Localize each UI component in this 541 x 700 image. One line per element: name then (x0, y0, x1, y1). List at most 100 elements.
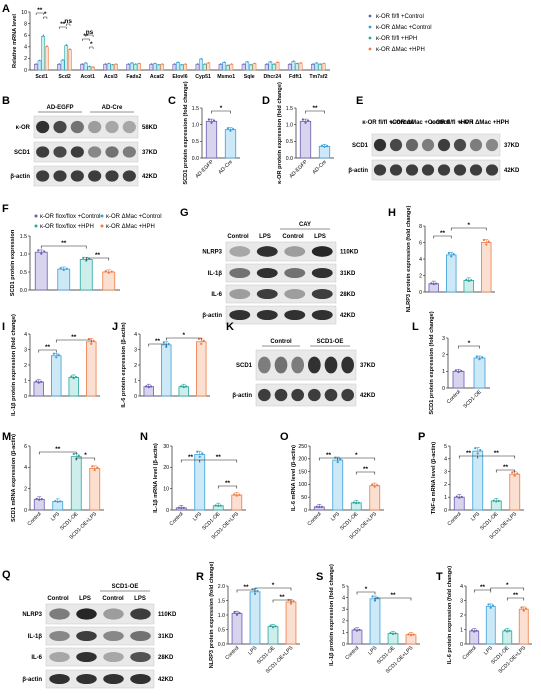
bar (102, 271, 116, 291)
protein-band (229, 288, 251, 300)
protein-band (421, 164, 435, 176)
data-point (474, 447, 477, 450)
molecular-weight: 37KD (360, 363, 376, 369)
data-point (180, 385, 183, 388)
significance-mark: ** (60, 21, 66, 28)
significance-bracket (433, 235, 452, 239)
band-label: β-actin (22, 677, 42, 683)
significance-mark: ** (61, 240, 67, 247)
molecular-weight: 31KD (158, 634, 174, 640)
protein-band (76, 651, 97, 663)
bar (332, 459, 344, 511)
band-label: SCD1 (352, 143, 369, 149)
molecular-weight: 58KD (142, 125, 158, 131)
bar (229, 63, 234, 71)
data-point (435, 282, 438, 285)
chart-t: 0 1 2 3 4 IL-6 protein expression (fold chang… (447, 566, 532, 675)
y-tick-label: 2 (342, 619, 345, 625)
y-axis-label: SCD1 protein expression (10, 229, 16, 296)
significance-bracket (66, 23, 71, 26)
lane-label: LPS (134, 596, 146, 602)
y-tick-label: 150 (298, 469, 307, 475)
protein-band (130, 630, 151, 642)
bar (272, 63, 276, 71)
data-point (185, 385, 188, 388)
y-tick-label: 0.5 (192, 139, 199, 145)
significance-mark: ** (503, 464, 509, 471)
bar (264, 63, 269, 71)
y-tick-label: 50 (301, 495, 307, 501)
bar (34, 251, 48, 291)
y-tick-label: 5 (444, 444, 447, 450)
y-tick-label: 0 (24, 508, 27, 514)
band-label: IL-6 (211, 292, 222, 298)
y-tick-label: 1.5 (286, 106, 293, 112)
data-point (460, 369, 463, 373)
data-point (355, 502, 358, 505)
gene-label: Acot1 (80, 74, 95, 80)
protein-band (49, 651, 70, 663)
bar (51, 355, 62, 397)
significance-mark: ** (155, 338, 161, 345)
lane-group-label: Control (270, 339, 292, 345)
data-point (213, 119, 216, 122)
data-point (69, 48, 71, 50)
bar (194, 454, 206, 511)
x-tick-label: Control (344, 645, 360, 661)
data-point (478, 358, 481, 361)
data-point (511, 471, 514, 474)
bar (195, 63, 200, 71)
y-tick-label: 0.5 (286, 139, 293, 145)
panel-label-s: S (316, 571, 323, 583)
blot-strip (371, 133, 501, 157)
legend-marker (100, 224, 104, 228)
protein-band (405, 138, 419, 152)
data-point (271, 626, 275, 629)
bar (453, 496, 465, 511)
bar (110, 64, 115, 71)
blot-g: NLRP3 110KD IL-1β 31KD IL-6 28KD β-actin 42KD (202, 241, 359, 325)
significance-mark: ** (225, 480, 231, 487)
bar (106, 63, 111, 71)
data-point (40, 380, 43, 383)
y-axis-label: SCD1 mRNA expression (β-actin) (11, 434, 17, 522)
lane-label: Control (102, 596, 124, 602)
bar (285, 601, 297, 645)
data-point (81, 63, 84, 65)
data-point (323, 62, 325, 65)
blot-strip (255, 383, 357, 407)
data-point (506, 630, 509, 633)
y-tick-label: 3 (342, 607, 345, 613)
data-point (487, 603, 490, 606)
bar (129, 62, 134, 71)
chart-d: 0.0 0.5 1.0 1.5κ-OR protein expression (fol… (277, 82, 334, 184)
y-axis-label: IL-1β mRNA level (β-actin) (153, 443, 159, 513)
chart-i: 0 1 2 3 4 IL-1β protein expression (fold chan… (11, 314, 100, 416)
blot-strip (45, 647, 155, 667)
y-tick-label: 4 (444, 457, 447, 463)
data-point (391, 632, 395, 636)
data-point (389, 631, 392, 635)
data-point (59, 500, 62, 503)
panel-label-n: N (140, 431, 148, 443)
data-point (161, 63, 164, 65)
panel-label-j: J (112, 321, 118, 333)
data-point (492, 499, 495, 502)
data-point (62, 268, 65, 272)
significance-mark: ** (279, 594, 285, 601)
data-point (447, 251, 450, 255)
protein-band (274, 388, 288, 402)
protein-band (229, 309, 251, 321)
protein-band (122, 146, 136, 158)
bar (222, 62, 227, 71)
data-point (326, 145, 329, 148)
data-point (355, 629, 359, 632)
blot-strip (33, 141, 139, 163)
y-tick-label: 6 (24, 444, 27, 450)
gene-label: Fads2 (126, 74, 141, 80)
bar (469, 630, 480, 645)
protein-band (49, 673, 70, 685)
